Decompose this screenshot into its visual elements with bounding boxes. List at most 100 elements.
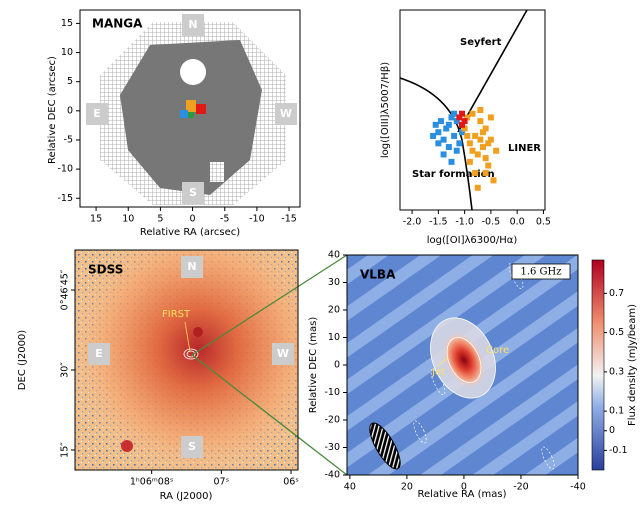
- point: [440, 151, 447, 158]
- annotation: LINER: [508, 143, 541, 154]
- axes-frame: [74, 249, 299, 471]
- y-tick-label: 10: [328, 332, 340, 343]
- annotation: N: [188, 18, 197, 31]
- point: [485, 162, 492, 169]
- point: [458, 129, 465, 136]
- colorbar-tick-label: 0.1: [609, 406, 624, 417]
- x-tick-label: 06ˢ: [283, 477, 299, 488]
- axes-frame: [79, 9, 301, 208]
- y-tick-label: -10: [324, 387, 340, 398]
- y-tick-label: -15: [57, 193, 73, 204]
- y-tick-label: -20: [324, 415, 340, 426]
- x-tick-label: -15: [281, 214, 297, 225]
- point: [458, 110, 465, 117]
- y-tick-label: -40: [324, 470, 340, 481]
- y-tick-label: 0: [334, 360, 340, 371]
- colorbar: [591, 259, 605, 471]
- x-tick-label: -0.5: [482, 217, 501, 228]
- point: [451, 110, 458, 117]
- connector: [191, 254, 348, 476]
- y-tick-label: 30: [328, 277, 340, 288]
- point: [448, 158, 455, 165]
- x-tick-label: 40: [344, 482, 356, 493]
- panel-title: VLBA: [360, 268, 396, 282]
- point: [430, 132, 437, 139]
- colorbar-tick-label: -0.1: [609, 445, 628, 456]
- x-tick-label: -1.0: [455, 217, 474, 228]
- annotation: W: [277, 347, 289, 360]
- point: [474, 184, 481, 191]
- y-tick-label: 20: [328, 305, 340, 316]
- x-tick-label: -40: [570, 482, 586, 493]
- y-tick-label: 0: [67, 105, 73, 116]
- point: [485, 140, 492, 147]
- x-tick-label: 0.0: [510, 217, 525, 228]
- x-tick-label: -1.5: [429, 217, 448, 228]
- annotation: S: [189, 186, 197, 199]
- point: [482, 169, 489, 176]
- point: [448, 114, 455, 121]
- x-tick-label: 0.5: [536, 217, 551, 228]
- y-axis-label: Relative DEC (mas): [308, 317, 319, 414]
- y-axis-label: DEC (J2000): [17, 330, 28, 390]
- point: [443, 125, 450, 132]
- point: [451, 132, 458, 139]
- y-axis-label: log([OIII]λ5007/Hβ): [380, 62, 391, 158]
- point: [445, 121, 452, 128]
- manga-image: [86, 14, 297, 205]
- annotation: Core: [486, 345, 509, 356]
- point: [435, 129, 442, 136]
- point: [487, 136, 494, 143]
- point: [440, 136, 447, 143]
- x-axis-label: log([OI]λ6300/Hα): [427, 235, 518, 246]
- panel-title: MANGA: [92, 17, 143, 31]
- point: [477, 118, 484, 125]
- annotation: Seyfert: [460, 37, 502, 48]
- annotation: E: [95, 347, 103, 360]
- point: [458, 121, 465, 128]
- point: [456, 140, 463, 147]
- point: [456, 114, 463, 121]
- x-tick-label: 1ʰ06ᵐ08ˢ: [130, 477, 174, 488]
- x-tick-label: 15: [90, 214, 102, 225]
- point: [477, 107, 484, 113]
- x-axis-label: Relative RA (mas): [418, 489, 507, 500]
- point: [480, 144, 487, 151]
- colorbar-tick-label: 0: [609, 425, 615, 436]
- x-tick-label: -10: [249, 214, 265, 225]
- y-tick-label: -5: [64, 134, 73, 145]
- point: [453, 147, 460, 154]
- x-tick-label: 07ˢ: [214, 477, 230, 488]
- x-tick-label: 10: [122, 214, 134, 225]
- colorbar-label: Flux density (mJy/beam): [627, 304, 638, 426]
- x-tick-label: 5: [157, 214, 163, 225]
- point: [493, 147, 500, 154]
- point: [437, 118, 444, 125]
- x-axis-label: Relative RA (arcsec): [140, 227, 240, 238]
- annotation: N: [187, 260, 196, 273]
- point: [469, 147, 476, 154]
- y-tick-label: -30: [324, 442, 340, 453]
- annotation: Star formation: [412, 169, 495, 180]
- point: [466, 140, 473, 147]
- point: [432, 121, 439, 128]
- point: [445, 144, 452, 151]
- vlba-image: [347, 255, 578, 475]
- point: [453, 118, 460, 125]
- point: [480, 129, 487, 136]
- point: [466, 158, 473, 165]
- y-tick-label: 5: [67, 76, 73, 87]
- point: [482, 125, 489, 132]
- point: [461, 118, 468, 125]
- point: [472, 169, 479, 176]
- point: [474, 151, 481, 158]
- colorbar-tick-label: 0.7: [609, 288, 624, 299]
- point: [482, 155, 489, 162]
- point: [464, 114, 471, 121]
- panel-title: SDSS: [88, 263, 123, 277]
- y-axis-label: Relative DEC (arcsec): [47, 56, 58, 164]
- annotation: Jet: [431, 367, 445, 378]
- colorbar-tick-label: 0.3: [609, 366, 624, 377]
- y-tick-label: 40: [328, 250, 340, 261]
- sdss-image: [75, 250, 298, 470]
